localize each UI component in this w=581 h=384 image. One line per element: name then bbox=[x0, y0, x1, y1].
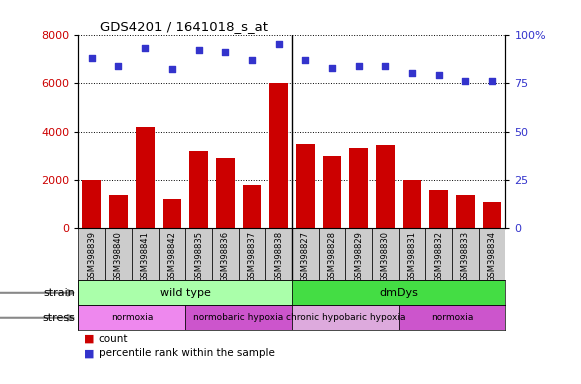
Text: GSM398839: GSM398839 bbox=[87, 231, 96, 282]
Point bbox=[327, 65, 336, 71]
Bar bbox=[78, 280, 292, 305]
Text: GSM398835: GSM398835 bbox=[194, 231, 203, 282]
Text: normobaric hypoxia: normobaric hypoxia bbox=[193, 313, 284, 322]
Bar bbox=[376, 145, 394, 228]
Point bbox=[221, 49, 230, 55]
Bar bbox=[212, 228, 239, 280]
Text: dmDys: dmDys bbox=[379, 288, 418, 298]
Text: GDS4201 / 1641018_s_at: GDS4201 / 1641018_s_at bbox=[100, 20, 268, 33]
Text: ■: ■ bbox=[84, 348, 95, 358]
Text: normoxia: normoxia bbox=[431, 313, 474, 322]
Point bbox=[300, 57, 310, 63]
Bar bbox=[185, 305, 292, 330]
Text: GSM398827: GSM398827 bbox=[301, 231, 310, 282]
Point bbox=[381, 63, 390, 69]
Text: wild type: wild type bbox=[160, 288, 211, 298]
Point bbox=[87, 55, 96, 61]
Text: chronic hypobaric hypoxia: chronic hypobaric hypoxia bbox=[286, 313, 405, 322]
Bar bbox=[479, 228, 505, 280]
Bar bbox=[78, 305, 185, 330]
Text: ■: ■ bbox=[84, 334, 95, 344]
Bar bbox=[292, 228, 318, 280]
Point bbox=[461, 78, 470, 84]
Text: GSM398842: GSM398842 bbox=[167, 231, 177, 282]
Text: GSM398841: GSM398841 bbox=[141, 231, 150, 282]
Bar bbox=[292, 280, 505, 305]
Bar bbox=[456, 195, 475, 228]
Text: GSM398834: GSM398834 bbox=[487, 231, 497, 282]
Point bbox=[114, 63, 123, 69]
Bar bbox=[452, 228, 479, 280]
Text: GSM398831: GSM398831 bbox=[407, 231, 417, 282]
Bar bbox=[163, 199, 181, 228]
Bar bbox=[83, 180, 101, 228]
Bar bbox=[322, 156, 341, 228]
Point bbox=[167, 66, 177, 73]
Bar bbox=[132, 228, 159, 280]
Bar bbox=[349, 149, 368, 228]
Text: count: count bbox=[99, 334, 128, 344]
Point bbox=[434, 72, 443, 78]
Bar bbox=[78, 228, 105, 280]
Point bbox=[354, 63, 363, 69]
Bar bbox=[266, 228, 292, 280]
Bar bbox=[425, 228, 452, 280]
Bar bbox=[483, 202, 501, 228]
Text: GSM398833: GSM398833 bbox=[461, 231, 470, 282]
Bar bbox=[136, 127, 155, 228]
Text: GSM398836: GSM398836 bbox=[221, 231, 229, 282]
Bar bbox=[318, 228, 345, 280]
Bar bbox=[345, 228, 372, 280]
Point bbox=[141, 45, 150, 51]
Point bbox=[194, 47, 203, 53]
Bar bbox=[403, 180, 421, 228]
Text: strain: strain bbox=[44, 288, 76, 298]
Bar bbox=[429, 190, 448, 228]
Bar bbox=[399, 305, 505, 330]
Text: GSM398837: GSM398837 bbox=[248, 231, 256, 282]
Bar bbox=[216, 158, 235, 228]
Bar bbox=[159, 228, 185, 280]
Point bbox=[248, 57, 257, 63]
Bar bbox=[109, 195, 128, 228]
Point bbox=[274, 41, 284, 47]
Bar bbox=[296, 144, 315, 228]
Bar bbox=[239, 228, 266, 280]
Point bbox=[487, 78, 497, 84]
Bar bbox=[292, 305, 399, 330]
Bar bbox=[372, 228, 399, 280]
Bar bbox=[399, 228, 425, 280]
Point bbox=[407, 70, 417, 76]
Bar bbox=[189, 151, 208, 228]
Text: stress: stress bbox=[42, 313, 76, 323]
Text: GSM398838: GSM398838 bbox=[274, 231, 283, 282]
Text: GSM398840: GSM398840 bbox=[114, 231, 123, 282]
Bar bbox=[105, 228, 132, 280]
Bar bbox=[185, 228, 212, 280]
Text: GSM398828: GSM398828 bbox=[328, 231, 336, 282]
Text: GSM398830: GSM398830 bbox=[381, 231, 390, 282]
Text: percentile rank within the sample: percentile rank within the sample bbox=[99, 348, 275, 358]
Text: normoxia: normoxia bbox=[110, 313, 153, 322]
Text: GSM398832: GSM398832 bbox=[434, 231, 443, 282]
Bar bbox=[269, 83, 288, 228]
Bar bbox=[243, 185, 261, 228]
Text: GSM398829: GSM398829 bbox=[354, 231, 363, 282]
